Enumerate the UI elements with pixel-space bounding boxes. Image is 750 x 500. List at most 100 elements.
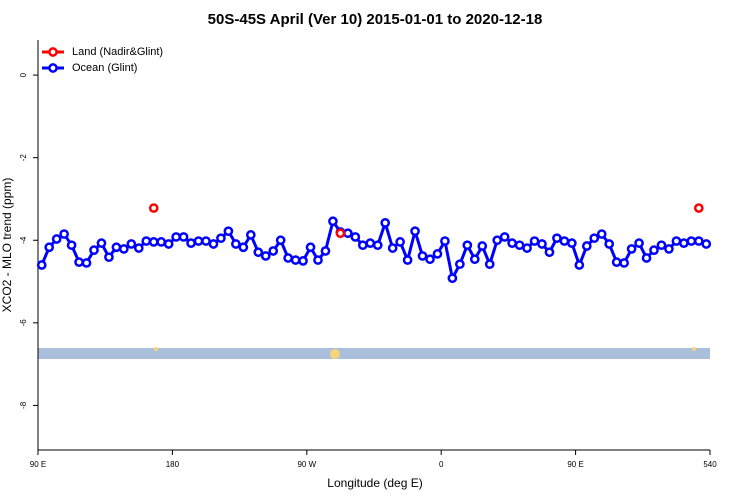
point xyxy=(447,273,458,284)
point xyxy=(611,257,622,267)
point xyxy=(417,251,428,261)
coverage-dot xyxy=(692,347,696,351)
x-tick-label: 90 E xyxy=(567,460,583,469)
point xyxy=(81,258,92,268)
point xyxy=(260,251,271,261)
point xyxy=(231,239,241,249)
legend-label: Ocean (Glint) xyxy=(72,62,137,74)
point xyxy=(216,233,226,244)
point xyxy=(148,237,159,247)
y-tick-label: -4 xyxy=(19,236,28,244)
point xyxy=(350,232,361,242)
point xyxy=(253,247,264,258)
point xyxy=(686,236,697,246)
point xyxy=(133,243,144,253)
point xyxy=(544,247,555,258)
point xyxy=(432,249,443,259)
point xyxy=(514,240,525,251)
chart-title: 50S-45S April (Ver 10) 2015-01-01 to 202… xyxy=(208,11,543,28)
point xyxy=(36,260,47,270)
point xyxy=(283,253,293,263)
point xyxy=(66,240,77,251)
point xyxy=(634,238,644,248)
x-tick-label: 90 E xyxy=(30,460,46,469)
point xyxy=(305,242,316,253)
y-tick-label: -6 xyxy=(19,319,28,327)
point xyxy=(223,226,234,237)
point xyxy=(372,240,383,251)
point xyxy=(186,238,196,248)
point xyxy=(126,239,137,249)
point xyxy=(626,244,637,254)
point xyxy=(440,236,450,246)
point xyxy=(469,254,480,265)
point xyxy=(537,239,547,249)
point xyxy=(425,254,435,265)
x-axis-label: Longitude (deg E) xyxy=(327,476,422,490)
point xyxy=(328,216,338,227)
point xyxy=(484,259,495,270)
point xyxy=(567,238,577,248)
y-tick-label: -2 xyxy=(19,154,28,162)
point xyxy=(335,228,346,239)
point xyxy=(208,239,219,249)
point xyxy=(365,238,376,248)
y-tick-label: 0 xyxy=(19,72,28,77)
point xyxy=(380,218,391,228)
point xyxy=(275,235,286,246)
point xyxy=(119,244,129,254)
point xyxy=(589,233,600,244)
point xyxy=(111,242,122,253)
point xyxy=(581,241,592,251)
point xyxy=(156,237,167,247)
point xyxy=(693,236,704,246)
point xyxy=(649,245,659,256)
point xyxy=(499,232,510,242)
point xyxy=(357,240,368,251)
point xyxy=(664,244,674,254)
x-tick-label: 540 xyxy=(703,460,717,469)
point xyxy=(96,238,107,248)
point xyxy=(492,235,503,246)
point xyxy=(679,238,689,248)
point xyxy=(402,255,413,265)
point xyxy=(462,240,473,251)
point xyxy=(44,242,55,253)
point xyxy=(343,228,353,239)
point xyxy=(104,252,114,263)
point xyxy=(604,239,615,249)
legend-marker xyxy=(48,47,58,57)
coverage-dot xyxy=(154,347,158,351)
point xyxy=(529,236,540,246)
point xyxy=(395,237,405,247)
legend-marker xyxy=(48,63,58,73)
point xyxy=(268,246,279,256)
point xyxy=(238,242,249,253)
point xyxy=(171,232,181,242)
x-tick-label: 0 xyxy=(439,460,444,469)
point xyxy=(671,236,682,246)
point xyxy=(559,236,570,246)
point xyxy=(641,253,652,263)
y-axis-label: XCO2 - MLO trend (ppm) xyxy=(0,178,14,313)
point xyxy=(522,243,532,253)
point xyxy=(178,232,189,242)
point xyxy=(148,203,159,213)
point xyxy=(693,203,704,213)
point xyxy=(387,243,398,253)
point xyxy=(163,239,174,249)
point xyxy=(574,260,585,270)
point xyxy=(320,246,331,256)
point xyxy=(89,245,99,256)
legend-label: Land (Nadir&Glint) xyxy=(72,46,163,58)
point xyxy=(313,255,323,265)
point xyxy=(290,255,301,265)
point xyxy=(51,234,62,244)
point xyxy=(193,236,204,246)
point xyxy=(59,229,69,239)
point xyxy=(507,238,517,248)
point xyxy=(701,239,712,249)
point xyxy=(410,226,420,237)
point xyxy=(552,233,562,244)
